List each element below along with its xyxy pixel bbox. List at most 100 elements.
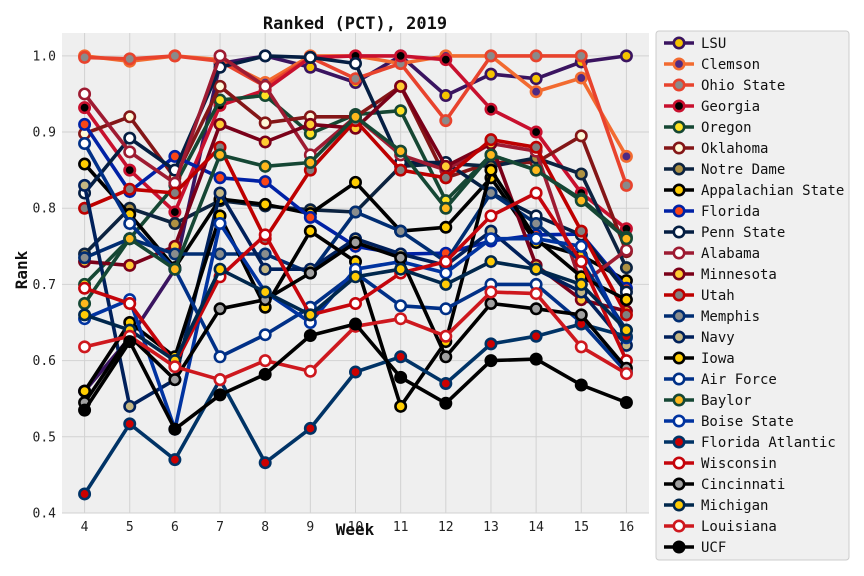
x-tick-label: 9: [306, 520, 314, 535]
data-point: [258, 175, 272, 189]
data-point: [213, 350, 227, 364]
data-point: [529, 216, 543, 230]
data-point: [529, 302, 543, 316]
legend-item: Memphis: [664, 309, 760, 325]
data-point: [348, 317, 362, 331]
data-point: [213, 247, 227, 261]
legend-label: Air Force: [701, 372, 777, 388]
legend-item: Louisiana: [664, 519, 777, 535]
data-point: [78, 403, 92, 417]
data-point: [394, 104, 408, 118]
legend-marker: [672, 435, 686, 449]
series-cincinnati: [78, 236, 633, 410]
x-tick-label: 16: [619, 520, 635, 535]
legend-item: Iowa: [664, 351, 735, 367]
data-point: [78, 251, 92, 265]
legend-label: Georgia: [701, 99, 760, 115]
data-point: [213, 388, 227, 402]
data-point: [258, 367, 272, 381]
data-point: [574, 194, 588, 208]
data-point: [439, 277, 453, 291]
legend-item: Alabama: [664, 246, 760, 262]
data-point: [348, 110, 362, 124]
data-point: [574, 255, 588, 269]
data-point: [168, 205, 182, 219]
data-point: [439, 350, 453, 364]
data-point: [258, 135, 272, 149]
data-point: [123, 296, 137, 310]
legend-label: Memphis: [701, 309, 760, 325]
legend-frame: [655, 30, 850, 561]
data-point: [78, 487, 92, 501]
legend-item: Boise State: [664, 414, 794, 430]
data-point: [303, 328, 317, 342]
data-point: [258, 328, 272, 342]
y-tick-label: 0.7: [33, 278, 56, 293]
data-point: [123, 232, 137, 246]
data-point: [348, 175, 362, 189]
data-point: [303, 421, 317, 435]
data-point: [439, 376, 453, 390]
legend-item: Minnesota: [664, 267, 777, 283]
legend-item: Utah: [664, 288, 735, 304]
data-point: [123, 131, 137, 145]
legend-label: Baylor: [701, 393, 752, 409]
data-point: [439, 255, 453, 269]
legend-label: Michigan: [701, 498, 768, 514]
data-point: [348, 270, 362, 284]
data-point: [213, 79, 227, 93]
legend-item: Appalachian State: [664, 183, 844, 199]
data-point: [78, 281, 92, 295]
y-tick-label: 0.6: [33, 354, 56, 369]
data-point: [168, 360, 182, 374]
legend-marker: [672, 246, 686, 260]
data-point: [439, 171, 453, 185]
data-point: [439, 201, 453, 215]
data-point: [484, 337, 498, 351]
data-point: [168, 453, 182, 467]
data-point: [529, 186, 543, 200]
data-point: [348, 296, 362, 310]
data-point: [394, 370, 408, 384]
data-point: [574, 129, 588, 143]
data-point: [439, 329, 453, 343]
legend-label: Notre Dame: [701, 162, 785, 178]
data-point: [123, 110, 137, 124]
data-point: [484, 285, 498, 299]
data-point: [78, 178, 92, 192]
legend-marker: [672, 330, 686, 344]
data-point: [213, 216, 227, 230]
data-point: [529, 287, 543, 301]
legend-label: Cincinnati: [701, 477, 785, 493]
legend-item: Michigan: [664, 498, 768, 514]
legend-marker: [672, 120, 686, 134]
data-point: [574, 167, 588, 181]
data-point: [619, 293, 633, 307]
data-point: [439, 302, 453, 316]
data-point: [394, 79, 408, 93]
legend-marker: [672, 99, 686, 113]
data-point: [529, 352, 543, 366]
legend-item: Air Force: [664, 372, 777, 388]
legend-item: Cincinnati: [664, 477, 785, 493]
data-point: [213, 117, 227, 131]
legend-marker: [672, 519, 686, 533]
series-baylor: [78, 110, 633, 310]
data-point: [529, 232, 543, 246]
x-tick-label: 5: [126, 520, 134, 535]
legend: LSU Clemson Ohio State Georgia Oregon Oklahom…: [655, 30, 850, 561]
data-point: [574, 340, 588, 354]
data-point: [394, 163, 408, 177]
legend-marker: [672, 141, 686, 155]
legend-marker: [672, 393, 686, 407]
legend-marker: [672, 414, 686, 428]
data-point: [394, 49, 408, 63]
legend-marker: [672, 477, 686, 491]
data-point: [78, 296, 92, 310]
legend-item: Georgia: [664, 99, 760, 115]
data-point: [574, 308, 588, 322]
data-point: [394, 251, 408, 265]
data-point: [619, 49, 633, 63]
data-point: [619, 323, 633, 337]
legend-marker: [672, 225, 686, 239]
